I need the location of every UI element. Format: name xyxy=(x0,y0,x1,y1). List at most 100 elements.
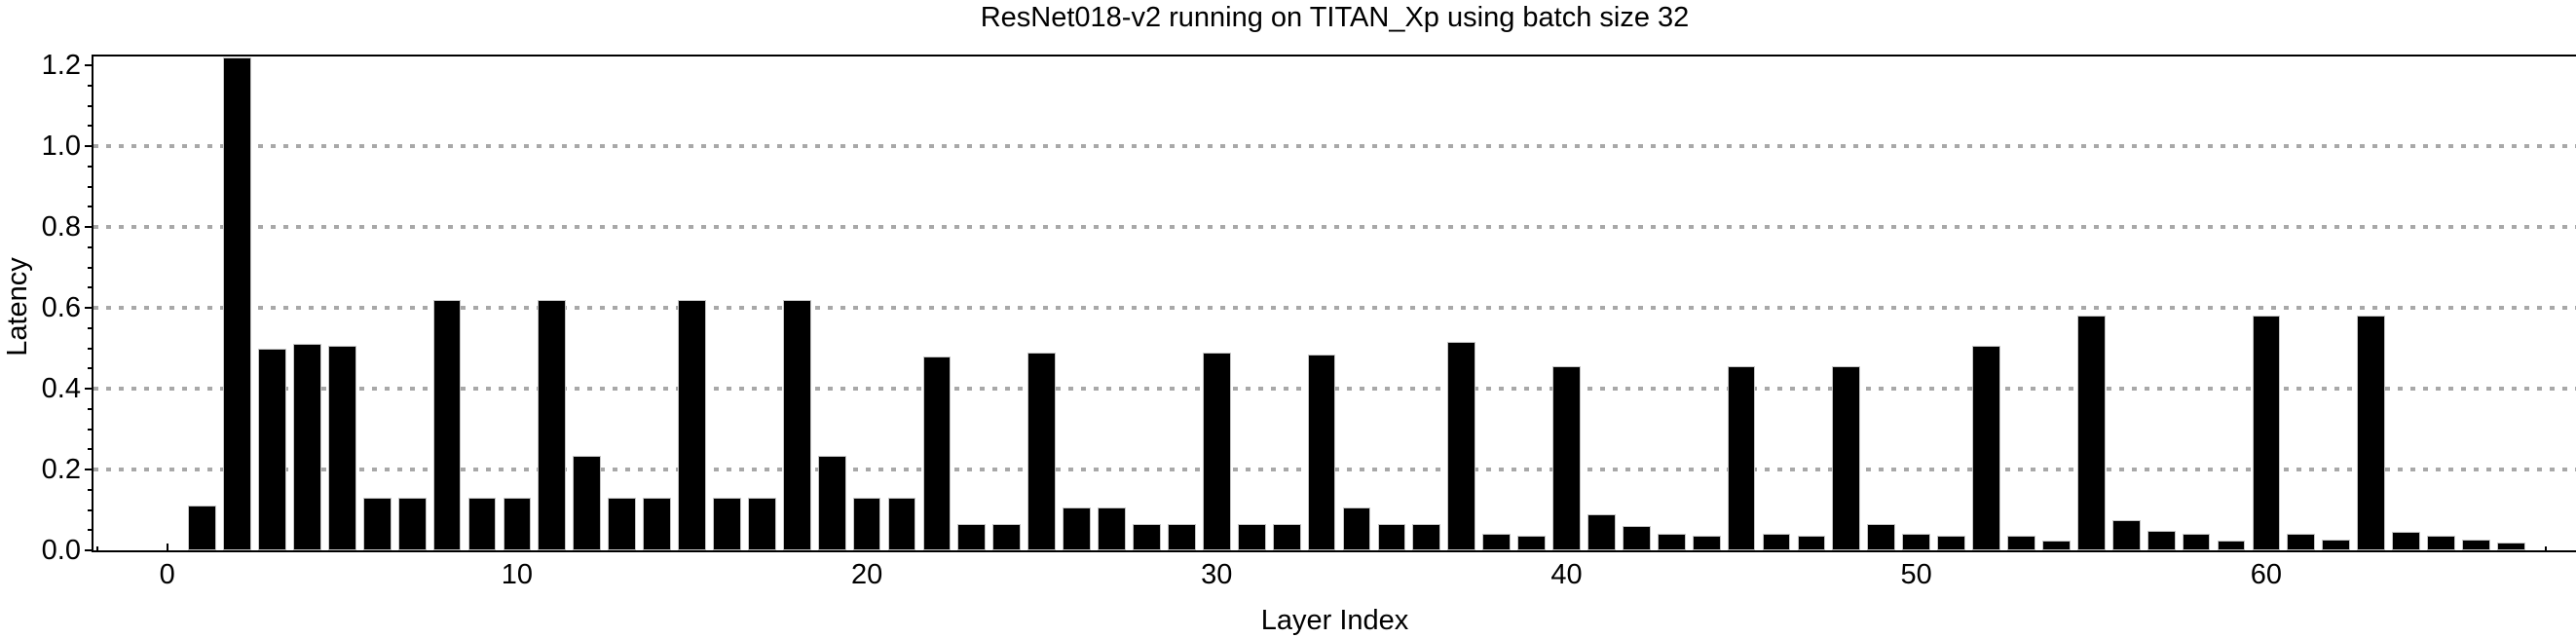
bar xyxy=(1237,524,1266,550)
y-minor-tick xyxy=(88,347,92,350)
bar xyxy=(782,299,811,550)
gridline xyxy=(93,144,2576,149)
y-tick xyxy=(85,145,92,148)
y-tick-label: 1.0 xyxy=(41,131,81,163)
x-tick-label: 10 xyxy=(501,559,534,590)
bar xyxy=(1972,346,2000,550)
bar xyxy=(887,498,916,550)
y-minor-tick xyxy=(88,367,92,370)
bar xyxy=(1902,534,1931,550)
bar xyxy=(957,524,987,550)
x-tick-label: 20 xyxy=(850,559,883,590)
bar xyxy=(1832,366,1861,550)
y-tick-label: 1.2 xyxy=(41,50,81,82)
bar xyxy=(1447,342,1476,550)
x-tick-label: 0 xyxy=(159,559,175,590)
x-minor-tick xyxy=(95,546,98,550)
bar xyxy=(2462,540,2490,550)
bar xyxy=(1027,352,1057,550)
bar xyxy=(293,344,321,550)
bar xyxy=(573,455,602,550)
y-tick-label: 0.4 xyxy=(41,373,81,405)
bar xyxy=(608,498,637,550)
bar xyxy=(1168,524,1196,550)
x-tick xyxy=(166,544,168,550)
bar xyxy=(2496,543,2525,550)
bar xyxy=(2007,536,2035,550)
y-minor-tick xyxy=(88,84,92,87)
bar xyxy=(2252,316,2281,550)
bar xyxy=(1342,507,1371,550)
bar xyxy=(1552,366,1581,550)
bar xyxy=(1133,524,1161,550)
bar xyxy=(1937,535,1965,550)
bar xyxy=(643,498,671,550)
gridline xyxy=(93,306,2576,311)
y-minor-tick xyxy=(88,185,92,188)
bar xyxy=(2322,540,2351,550)
bar xyxy=(2357,316,2386,550)
y-tick-label: 0.6 xyxy=(41,292,81,324)
x-tick-label: 40 xyxy=(1550,559,1583,590)
y-minor-tick xyxy=(88,104,92,107)
bar xyxy=(467,498,497,550)
bar xyxy=(1727,366,1756,550)
bar xyxy=(538,299,567,550)
x-tick-label: 50 xyxy=(1900,559,1932,590)
bar xyxy=(2147,531,2176,550)
bar xyxy=(223,56,251,550)
y-minor-tick xyxy=(88,245,92,248)
x-axis-label: Layer Index xyxy=(1260,605,1409,636)
bar xyxy=(678,299,706,550)
bar xyxy=(1517,536,1546,550)
bar xyxy=(1762,534,1791,550)
bar xyxy=(1412,524,1441,550)
y-minor-tick xyxy=(88,125,92,128)
y-tick xyxy=(85,64,92,67)
y-tick xyxy=(85,307,92,310)
y-minor-tick xyxy=(88,508,92,511)
bar xyxy=(713,498,741,550)
bar xyxy=(1482,534,1512,550)
bar xyxy=(1622,526,1651,550)
bar xyxy=(1587,513,1616,550)
bar xyxy=(362,498,392,550)
gridline xyxy=(93,225,2576,230)
bar xyxy=(1692,536,1721,550)
y-minor-tick xyxy=(88,488,92,491)
bar xyxy=(2111,519,2141,550)
bar xyxy=(503,498,532,550)
bar xyxy=(852,498,881,550)
y-tick-label: 0.0 xyxy=(41,535,81,566)
x-minor-tick xyxy=(2545,546,2548,550)
y-minor-tick xyxy=(88,428,92,431)
bar xyxy=(188,506,216,550)
bar xyxy=(2287,534,2316,550)
y-tick-label: 0.8 xyxy=(41,211,81,244)
bar xyxy=(1098,507,1126,550)
y-tick xyxy=(85,226,92,229)
bar xyxy=(1307,354,1336,550)
y-minor-tick xyxy=(88,266,92,269)
bar xyxy=(1867,524,1896,550)
bar xyxy=(1063,507,1091,550)
y-minor-tick xyxy=(88,326,92,329)
bar xyxy=(2076,316,2106,550)
bar xyxy=(922,356,952,550)
y-tick-label: 0.2 xyxy=(41,454,81,486)
bar xyxy=(1657,534,1686,550)
y-tick xyxy=(85,469,92,471)
bar xyxy=(747,498,776,550)
bar xyxy=(1377,524,1406,550)
bar xyxy=(2042,540,2071,550)
bar xyxy=(992,524,1022,550)
bar xyxy=(817,455,846,550)
x-tick-label: 30 xyxy=(1201,559,1233,590)
bar xyxy=(397,498,427,550)
y-minor-tick xyxy=(88,529,92,532)
plot-area xyxy=(92,55,2576,552)
y-minor-tick xyxy=(88,206,92,208)
bar xyxy=(2182,534,2211,550)
y-tick xyxy=(85,388,92,391)
